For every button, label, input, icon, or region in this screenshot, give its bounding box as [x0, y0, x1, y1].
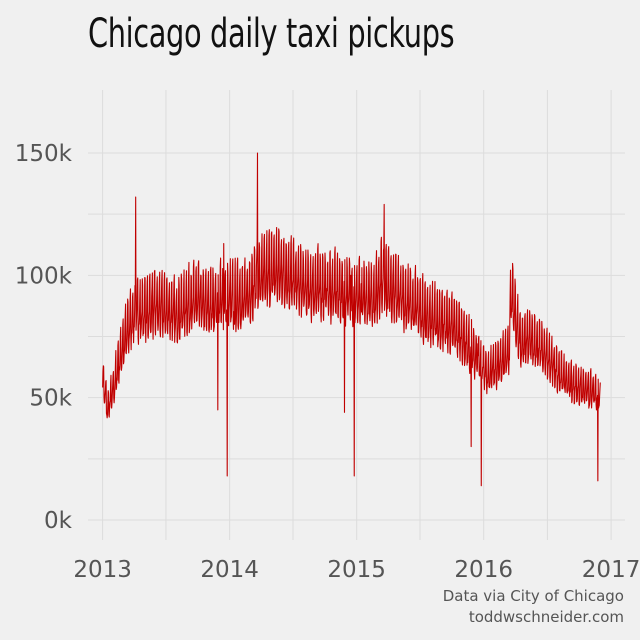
- y-axis: 0k 50k 100k 150k: [15, 141, 73, 534]
- chart-title: Chicago daily taxi pickups: [88, 11, 455, 57]
- y-tick-label: 150k: [15, 141, 73, 167]
- x-tick-label: 2014: [200, 557, 259, 583]
- caption-source: Data via City of Chicago: [442, 587, 624, 605]
- y-tick-label: 100k: [15, 263, 73, 289]
- x-tick-label: 2016: [454, 557, 513, 583]
- x-axis: 2013 2014 2015 2016 2017: [73, 557, 640, 583]
- x-tick-label: 2015: [327, 557, 386, 583]
- y-tick-label: 50k: [29, 386, 72, 412]
- x-tick-label: 2013: [73, 557, 132, 583]
- series-line: [102, 152, 601, 487]
- caption-author: toddwschneider.com: [468, 608, 624, 626]
- x-tick-label: 2017: [582, 557, 640, 583]
- y-tick-label: 0k: [44, 508, 73, 534]
- caption: Data via City of Chicago toddwschneider.…: [443, 586, 624, 628]
